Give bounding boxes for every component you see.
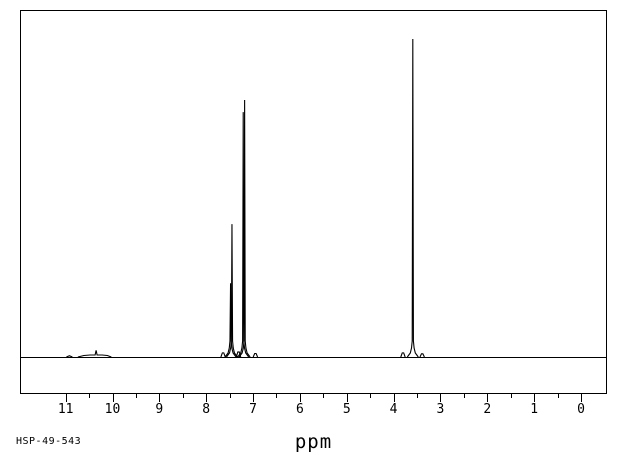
x-tick-label: 1	[530, 402, 539, 417]
x-tick-label: 11	[57, 402, 74, 417]
spectrum-peak	[220, 352, 226, 358]
x-tick-label: 4	[389, 402, 398, 417]
x-axis-label: ppm	[294, 431, 333, 453]
spectrum-peak	[406, 38, 419, 358]
x-tick-label: 10	[104, 402, 121, 417]
x-tick-label: 2	[483, 402, 492, 417]
plot-frame	[20, 10, 607, 394]
x-tick-label: 3	[436, 402, 445, 417]
spectrum-peak	[66, 355, 73, 358]
x-tick-label: 8	[202, 402, 211, 417]
spectrum-peak	[224, 283, 237, 358]
spectrum-peak	[400, 352, 406, 358]
spectrum-peak	[237, 112, 250, 358]
spectrum-peak	[77, 350, 112, 358]
x-tick-label: 6	[295, 402, 304, 417]
sample-id-label: HSP-49-543	[16, 436, 82, 447]
x-tick-label: 5	[342, 402, 351, 417]
spectrum-peak	[238, 100, 251, 358]
x-tick-label: 0	[577, 402, 585, 417]
spectrum-peak	[226, 224, 238, 358]
spectrum-peak	[252, 352, 259, 358]
x-tick-label: 9	[155, 402, 164, 417]
x-axis-ticks	[66, 393, 582, 402]
spectrum-peak	[419, 353, 425, 358]
x-tick-label: 7	[249, 402, 257, 417]
